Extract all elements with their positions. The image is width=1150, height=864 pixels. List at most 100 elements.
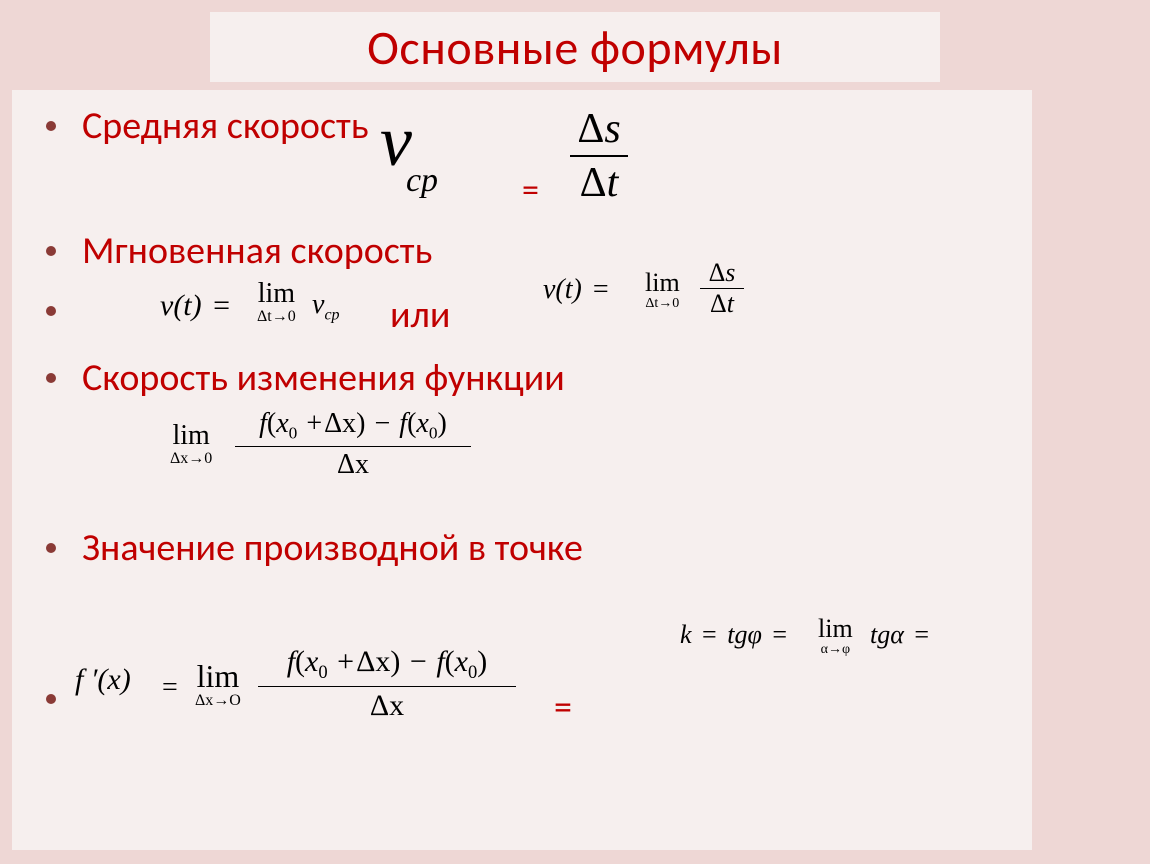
bullet-instant-speed: Мгновенная скорость (12, 225, 432, 277)
math-minus: − (408, 645, 429, 678)
math-lim: lim (195, 660, 241, 692)
math-equals: = (698, 620, 721, 649)
math-fprime-x: f ′(x) (75, 663, 131, 696)
math-f: f (436, 645, 444, 678)
bullet-label: Средняя скорость (82, 103, 369, 149)
math-close: ) (356, 408, 365, 439)
fraction-bar-icon (258, 686, 516, 687)
math-vt: v(t) (160, 289, 202, 322)
bullet-label: Значение производной в точке (82, 525, 583, 571)
math-zero: 0 (289, 424, 298, 443)
math-tg: tg (870, 620, 890, 649)
math-delta: Δ (709, 258, 726, 287)
math-s: s (725, 258, 735, 287)
math-k: k (680, 620, 692, 649)
math-lim-sub: Δt→0 (257, 308, 296, 326)
math-open: ( (407, 408, 416, 439)
formula-vt-eq: v(t) = (160, 289, 234, 323)
math-minus: − (373, 408, 393, 439)
title-box: Основные формулы (210, 12, 940, 82)
bullet-derivative-value: Значение производной в точке (12, 522, 583, 574)
formula-ds-dt-small: Δs Δt (700, 258, 744, 319)
math-lim-sub: Δx→O (195, 692, 241, 710)
bullet-rate-of-change: Скорость изменения функции (12, 352, 565, 404)
formula-lim-alpha: lim α→φ (818, 616, 853, 657)
math-lim-sub: Δt→0 (645, 296, 680, 311)
math-equals: = (209, 289, 234, 322)
fraction-bar-icon (235, 446, 471, 447)
math-lim: lim (818, 616, 853, 642)
bullet-dot-icon (46, 543, 56, 553)
math-x: x (305, 645, 318, 678)
math-zero: 0 (318, 662, 327, 683)
slide: Основные формулы Средняя скорость Мгнове… (0, 0, 1150, 864)
formula-v-cp: vср (380, 100, 444, 183)
formula-fprime: f ′(x) (75, 663, 131, 697)
math-dx: Δx (337, 449, 369, 480)
math-close: ) (390, 645, 400, 678)
math-alpha: α (890, 620, 904, 649)
bullet-dot-icon (46, 690, 56, 709)
math-f: f (259, 408, 267, 439)
math-close: ) (438, 408, 447, 439)
math-t: t (727, 289, 734, 318)
math-f: f (399, 408, 407, 439)
formula-vt-eq-2: v(t) = (543, 274, 613, 306)
slide-title: Основные формулы (367, 18, 783, 77)
math-plus: + (335, 645, 356, 678)
math-vt: v(t) (543, 274, 582, 305)
formula-lim-dt: lim Δt→0 (257, 280, 296, 326)
math-zero: 0 (468, 662, 477, 683)
bullet-label: Скорость изменения функции (82, 355, 565, 401)
bullet-dot-icon (46, 246, 56, 256)
bullet-dot-icon (46, 302, 56, 321)
math-phi: φ (747, 620, 761, 649)
math-tg: tg (727, 620, 747, 649)
math-close: ) (477, 645, 487, 678)
formula-lim-dx: lim Δx→0 (170, 422, 212, 468)
formula-difference-quotient: f(x0 +Δx) − f(x0) Δx (235, 408, 471, 481)
bullet-avg-speed: Средняя скорость (12, 100, 1032, 152)
math-equals: = (522, 170, 539, 211)
math-lim: lim (170, 422, 212, 450)
formula-k-tg: k = tgφ = (680, 620, 791, 650)
math-equals: = (589, 274, 613, 305)
bullet-dot-icon (46, 373, 56, 383)
math-delta: Δ (577, 106, 604, 152)
math-sub-cp: ср (324, 307, 339, 324)
math-dx: Δx (370, 689, 404, 722)
formula-lim-dt-2: lim Δt→0 (645, 270, 680, 311)
math-equals: = (162, 672, 178, 704)
math-open: ( (295, 645, 305, 678)
bullet-label: Мгновенная скорость (82, 228, 432, 274)
math-equals-red: = (554, 685, 572, 729)
math-delta: Δ (580, 160, 607, 206)
math-equals: = (768, 620, 791, 649)
math-dx: Δx (324, 408, 356, 439)
math-open: ( (445, 645, 455, 678)
formula-difference-quotient-2: f(x0 +Δx) − f(x0) Δx (258, 645, 516, 723)
math-x: x (455, 645, 468, 678)
math-lim: lim (645, 270, 680, 296)
formula-vcp-inline: vср (312, 289, 340, 325)
math-dx: Δx (356, 645, 390, 678)
math-x: x (276, 408, 288, 439)
math-equals: = (910, 620, 933, 649)
math-f: f (287, 645, 295, 678)
text-or: или (390, 292, 450, 338)
math-s: s (604, 106, 620, 152)
formula-ds-dt: Δs Δt (570, 105, 628, 207)
bullet-dot-icon (46, 121, 56, 131)
math-x: x (416, 408, 428, 439)
math-delta: Δ (710, 289, 727, 318)
formula-tg-alpha: tgα = (870, 620, 933, 650)
math-zero: 0 (429, 424, 438, 443)
math-v: v (312, 289, 324, 320)
math-lim-sub: α→φ (818, 642, 853, 657)
math-t: t (607, 160, 619, 206)
math-open: ( (267, 408, 276, 439)
math-lim: lim (257, 280, 296, 308)
formula-lim-dx-O: lim Δx→O (195, 660, 241, 710)
math-plus: + (304, 408, 324, 439)
math-sub-cp: ср (406, 162, 438, 199)
